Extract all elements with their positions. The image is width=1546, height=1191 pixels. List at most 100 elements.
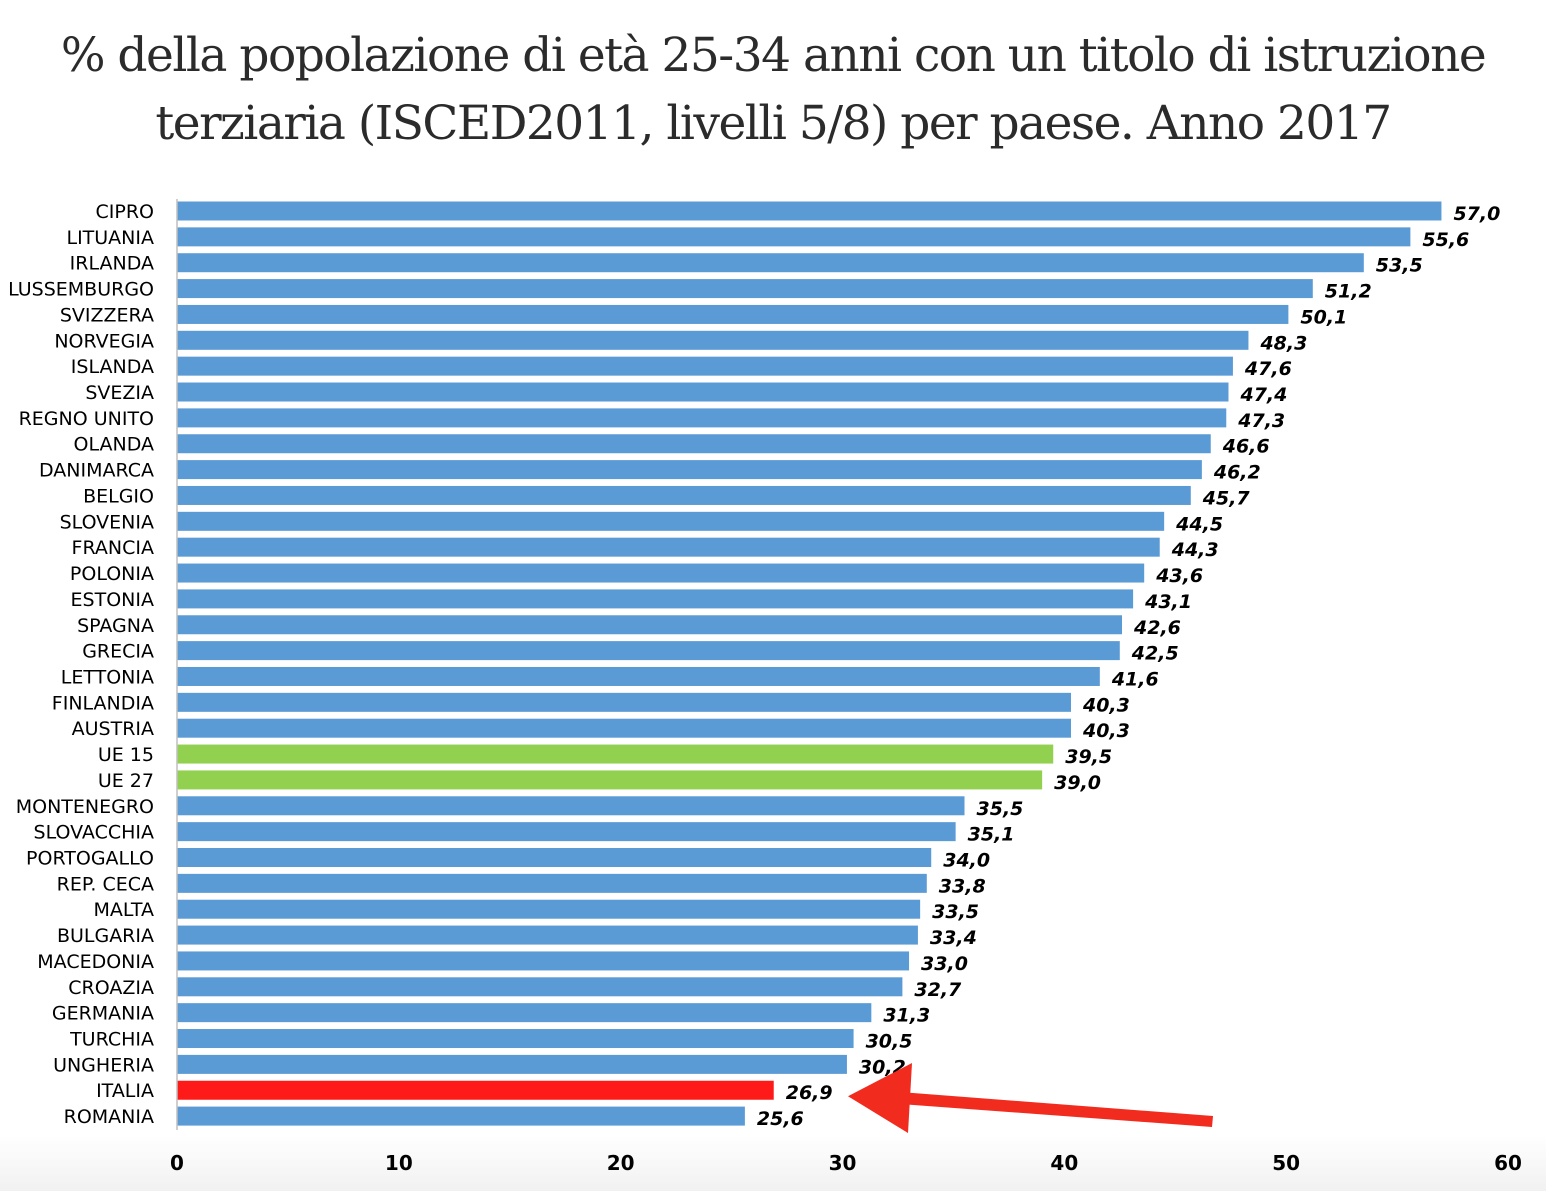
bar <box>177 718 1071 738</box>
data-label: 32,7 <box>914 979 962 1001</box>
category-label: REP. CECA <box>57 873 154 895</box>
category-label: POLONIA <box>70 563 154 585</box>
category-label: LETTONIA <box>61 666 154 688</box>
bar <box>177 899 921 919</box>
category-label: DANIMARCA <box>39 460 154 482</box>
data-label: 48,3 <box>1259 332 1307 354</box>
x-tick-label: 40 <box>1050 1151 1078 1175</box>
bar <box>177 253 1364 273</box>
category-label: TURCHIA <box>69 1029 154 1051</box>
bar <box>177 848 932 867</box>
chart-title-line-1: % della popolazione di età 25-34 anni co… <box>60 28 1487 83</box>
bar <box>177 977 903 997</box>
data-label: 26,9 <box>786 1082 833 1104</box>
bar <box>177 356 1233 376</box>
category-label: CIPRO <box>96 201 154 223</box>
data-label: 51,2 <box>1325 281 1372 303</box>
bar <box>177 666 1100 686</box>
data-label: 43,1 <box>1144 591 1192 613</box>
category-label: LUSSEMBURGO <box>8 279 154 301</box>
bar <box>177 925 918 945</box>
data-label: 47,6 <box>1244 358 1292 380</box>
category-label: ISLANDA <box>71 356 154 378</box>
bar <box>177 770 1043 790</box>
bar <box>177 1080 774 1100</box>
x-tick-label: 30 <box>829 1151 857 1175</box>
category-label: UE 27 <box>98 770 154 792</box>
bar <box>177 434 1211 454</box>
bar <box>177 563 1145 583</box>
bar <box>177 744 1054 764</box>
data-label: 39,0 <box>1054 772 1101 794</box>
data-label: 31,3 <box>883 1005 930 1027</box>
data-label: 47,3 <box>1237 410 1285 432</box>
x-tick-label: 0 <box>170 1151 184 1175</box>
category-label: SVIZZERA <box>60 304 154 326</box>
category-label: LITUANIA <box>66 227 154 249</box>
bar <box>177 537 1160 557</box>
bar <box>177 951 910 971</box>
bar <box>177 201 1442 221</box>
category-label: MALTA <box>94 899 155 921</box>
chart-title: % della popolazione di età 25-34 anni co… <box>0 22 1546 158</box>
data-label: 47,4 <box>1239 384 1287 406</box>
x-tick-label: 10 <box>385 1151 413 1175</box>
x-tick-label: 60 <box>1494 1151 1522 1175</box>
bar <box>177 692 1071 712</box>
bar <box>177 304 1289 324</box>
data-label: 46,2 <box>1213 462 1261 484</box>
bar <box>177 279 1313 299</box>
bar <box>177 1054 847 1074</box>
bar <box>177 615 1123 635</box>
data-label: 42,5 <box>1131 643 1179 665</box>
category-label: UNGHERIA <box>53 1054 154 1076</box>
bar <box>177 1029 854 1049</box>
category-label: OLANDA <box>74 434 154 456</box>
bar <box>177 382 1229 402</box>
category-label: FRANCIA <box>72 537 154 559</box>
category-label: REGNO UNITO <box>19 408 154 430</box>
data-label: 33,8 <box>939 875 986 897</box>
category-label: FINLANDIA <box>52 692 154 714</box>
category-label: MACEDONIA <box>37 951 154 973</box>
bar <box>177 511 1165 531</box>
bar <box>177 460 1202 480</box>
category-label: NORVEGIA <box>54 330 154 352</box>
data-label: 46,6 <box>1222 436 1270 458</box>
data-label: 34,0 <box>943 850 990 872</box>
category-label: UE 15 <box>98 744 154 766</box>
bar <box>177 408 1227 428</box>
data-label: 44,5 <box>1175 513 1223 535</box>
data-label: 57,0 <box>1453 203 1500 225</box>
data-label: 40,3 <box>1082 694 1130 716</box>
bar <box>177 589 1134 609</box>
bar <box>177 822 956 842</box>
x-tick-label: 20 <box>607 1151 635 1175</box>
data-label: 30,5 <box>866 1031 913 1053</box>
data-label: 33,5 <box>932 901 979 923</box>
bar <box>177 873 927 893</box>
category-label: SPAGNA <box>77 615 154 637</box>
bar <box>177 1003 872 1023</box>
category-label: CROAZIA <box>68 977 154 999</box>
category-label: BELGIO <box>83 485 154 507</box>
category-label: SLOVENIA <box>60 511 154 533</box>
data-label: 41,6 <box>1111 668 1159 690</box>
bar <box>177 485 1191 505</box>
data-label: 42,6 <box>1133 617 1181 639</box>
data-label: 33,0 <box>921 953 968 975</box>
x-tick-label: 50 <box>1272 1151 1300 1175</box>
category-label: BULGARIA <box>57 925 154 947</box>
arrow-shaft <box>900 1092 1213 1127</box>
category-label: SVEZIA <box>85 382 154 404</box>
category-label: SLOVACCHIA <box>34 822 154 844</box>
category-label: MONTENEGRO <box>16 796 154 818</box>
arrow-head <box>848 1063 912 1133</box>
category-label: ROMANIA <box>64 1106 154 1128</box>
bar <box>177 330 1249 350</box>
bar <box>177 796 965 816</box>
data-label: 39,5 <box>1065 746 1112 768</box>
category-label: IRLANDA <box>70 253 154 275</box>
data-label: 45,7 <box>1202 487 1251 509</box>
